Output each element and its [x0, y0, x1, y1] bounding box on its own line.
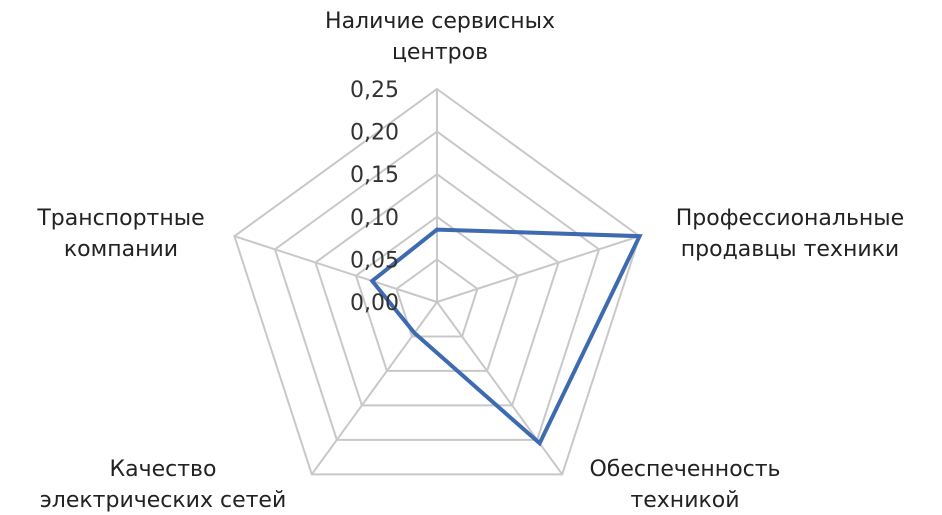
- spoke-3: [310, 301, 438, 475]
- spoke-2: [436, 301, 564, 475]
- category-label: Наличие сервисных центров: [325, 9, 555, 65]
- category-label-line: центров: [392, 40, 488, 65]
- tick-label: 0,25: [350, 78, 399, 103]
- grid-ring-5: [233, 87, 641, 476]
- radar-grid: [233, 87, 641, 476]
- grid-ring-3: [314, 172, 560, 407]
- spoke-1: [436, 235, 640, 303]
- category-label-line: электрических сетей: [40, 488, 287, 513]
- radar-spokes: [234, 89, 640, 475]
- grid-ring-4: [273, 130, 601, 441]
- category-label: Профессиональные продавцы техники: [676, 206, 904, 262]
- category-label-line: техникой: [630, 488, 739, 513]
- grid-ring-1: [395, 258, 479, 338]
- category-label: Обеспеченность техникой: [589, 457, 780, 513]
- tick-label: 0,05: [350, 248, 399, 273]
- category-label-line: продавцы техники: [681, 237, 899, 262]
- category-label: Транспортные компании: [36, 206, 204, 262]
- category-label-line: Качество: [110, 457, 217, 482]
- category-labels: Наличие сервисных центров Профессиональные…: [36, 9, 904, 513]
- category-label-line: компании: [64, 237, 178, 262]
- grid-ring-2: [354, 215, 520, 372]
- category-label: Качество электрических сетей: [40, 457, 287, 513]
- radial-tick-labels: 0,00 0,05 0,10 0,15 0,20 0,25: [350, 78, 399, 316]
- tick-label: 0,20: [350, 121, 399, 146]
- category-label-line: Наличие сервисных: [325, 9, 555, 34]
- category-label-line: Обеспеченность: [589, 457, 780, 482]
- spoke-4: [234, 235, 438, 303]
- tick-label: 0,15: [350, 163, 399, 188]
- tick-label: 0,00: [350, 291, 399, 316]
- category-label-line: Транспортные: [36, 206, 204, 231]
- radar-series: [369, 227, 643, 447]
- category-label-line: Профессиональные: [676, 206, 904, 231]
- tick-label: 0,10: [350, 206, 399, 231]
- series-line-0: [369, 227, 643, 447]
